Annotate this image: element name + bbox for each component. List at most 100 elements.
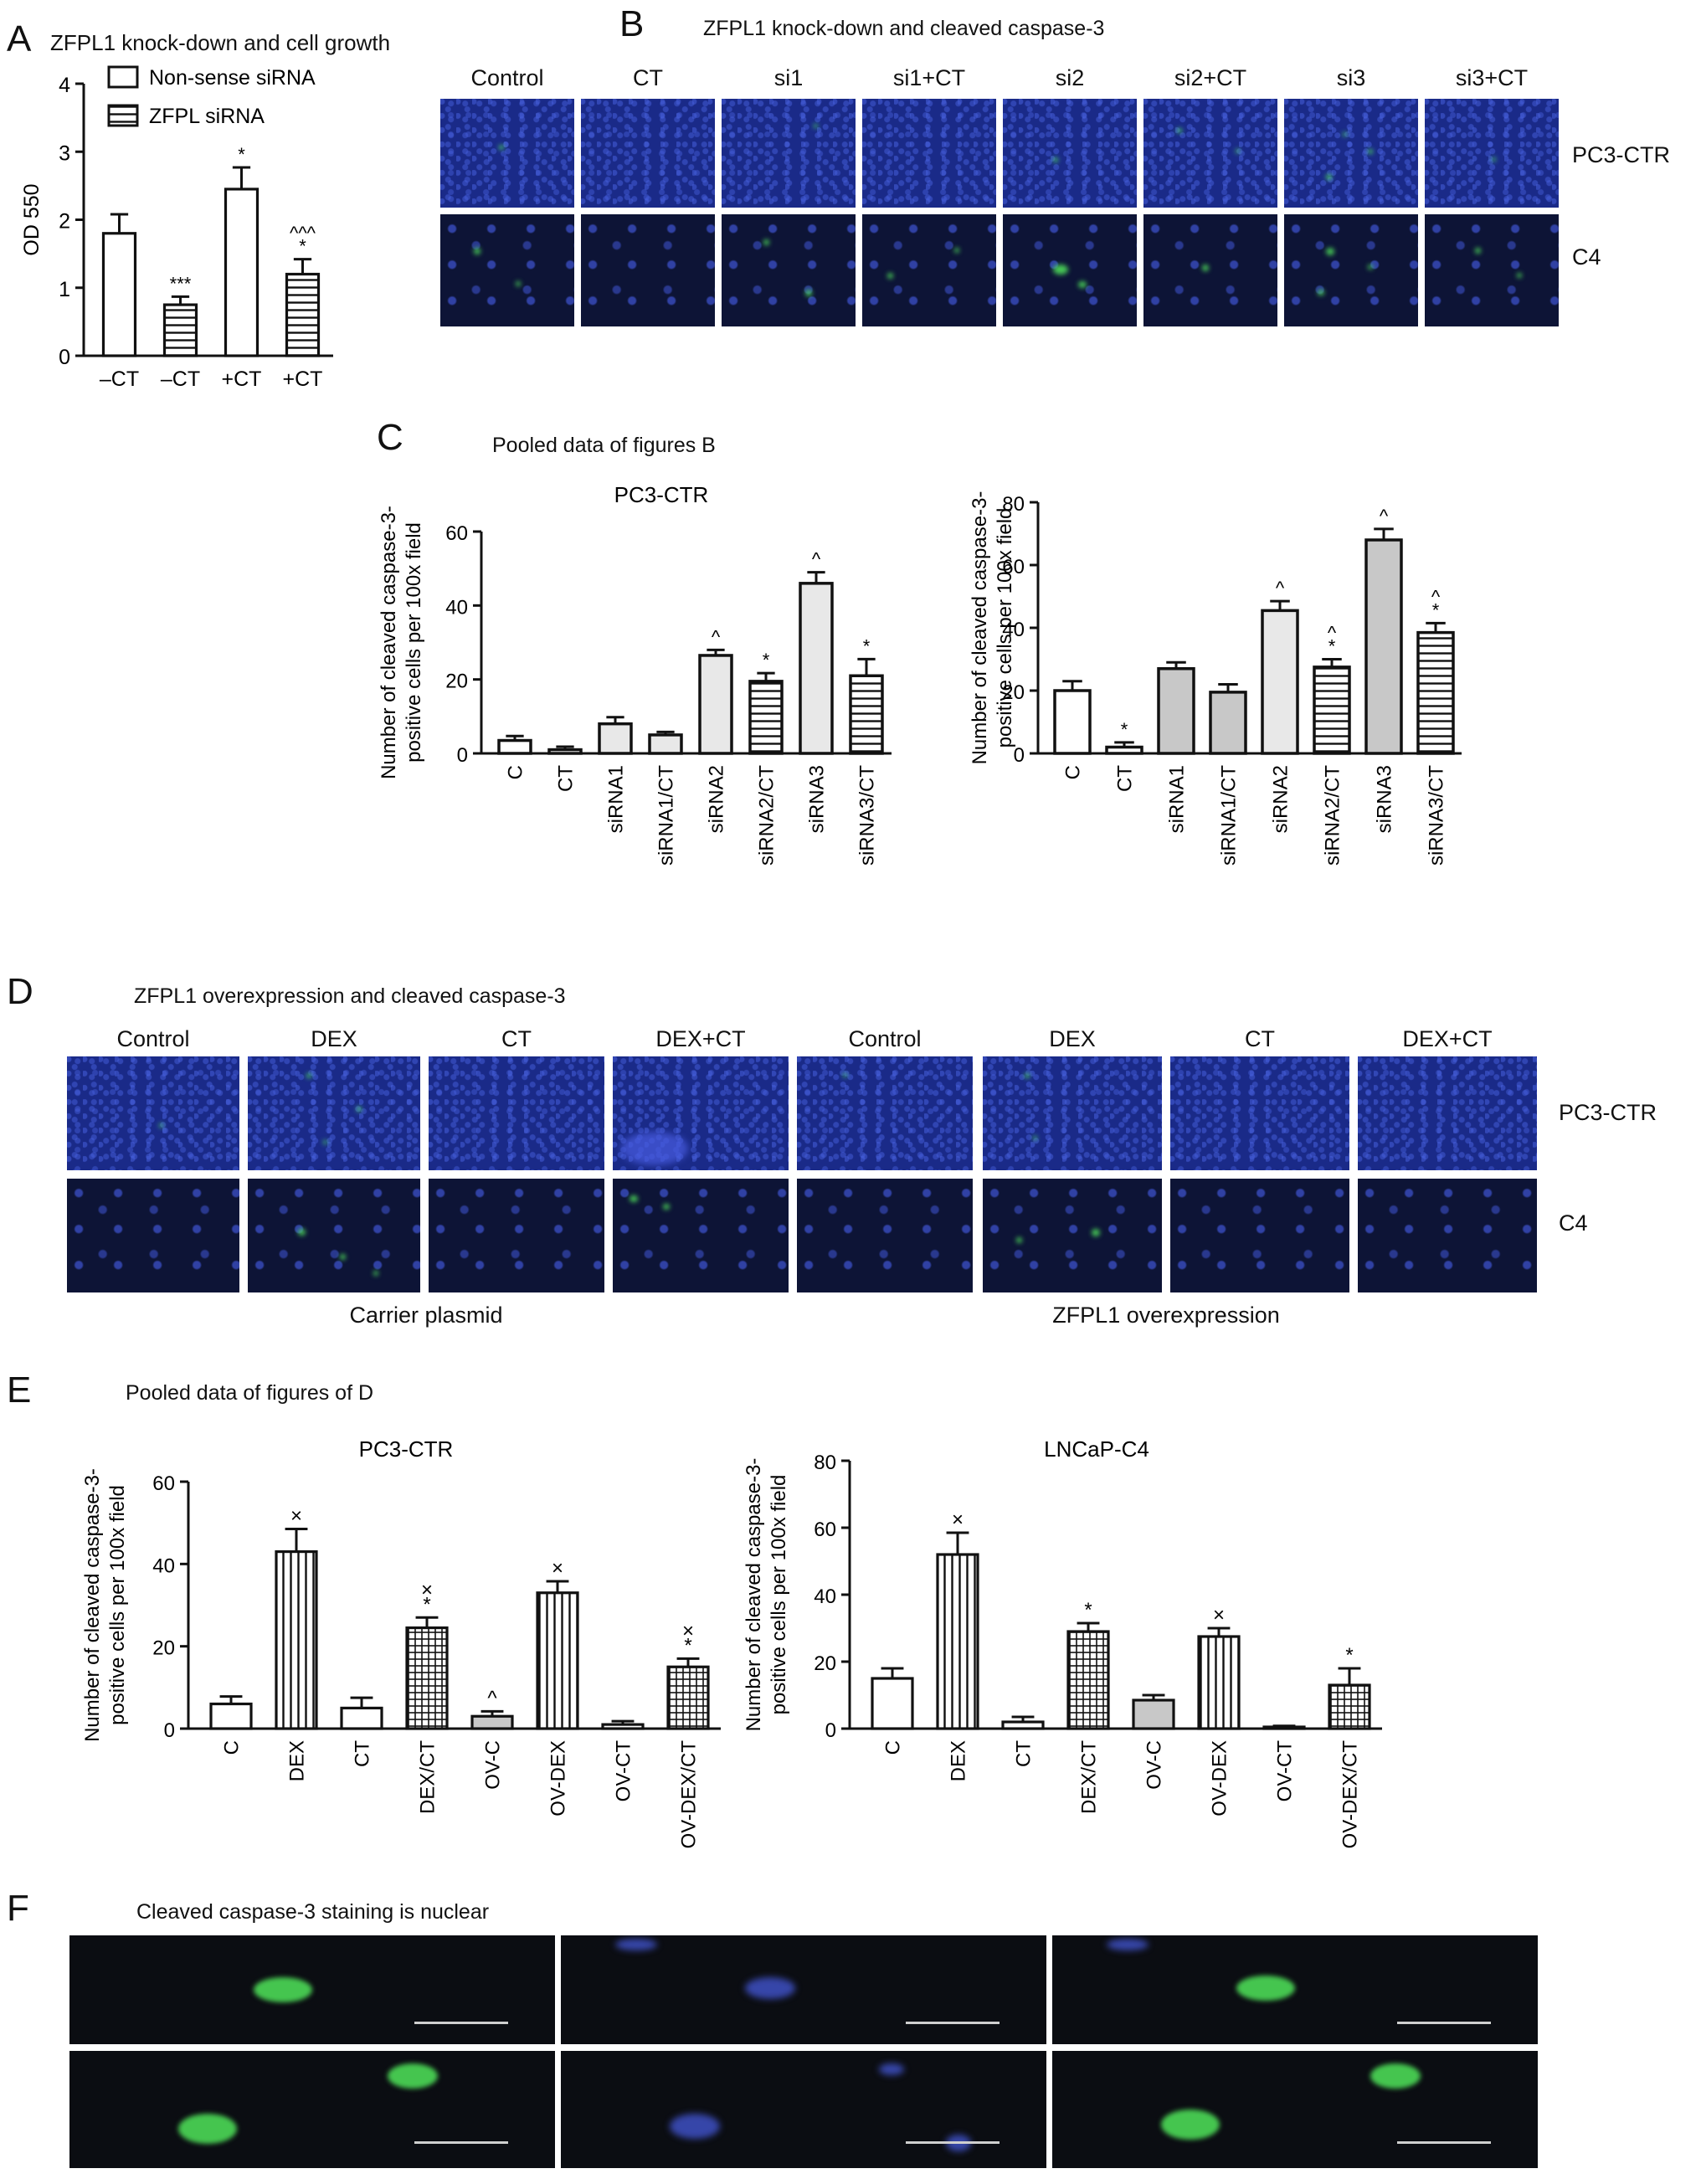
y-tick-label: 40	[814, 1585, 836, 1608]
micrograph	[983, 1056, 1162, 1170]
d-col-label: CT	[1245, 1026, 1275, 1051]
b-col-label: si2	[1055, 65, 1085, 90]
micrograph	[67, 1179, 239, 1292]
b-row-label: C4	[1572, 244, 1601, 270]
y-tick-label: 0	[457, 744, 468, 767]
bar	[1053, 689, 1092, 755]
category-label: CT	[1113, 765, 1136, 792]
significance-mark: *	[1121, 719, 1128, 740]
y-tick-label: 60	[445, 522, 468, 545]
b-col-label: si3+CT	[1455, 65, 1529, 90]
panel-title-c: Pooled data of figures B	[492, 434, 716, 457]
category-label: OV-C	[481, 1740, 504, 1790]
d-col-label: Control	[116, 1026, 190, 1051]
bar	[1066, 1630, 1110, 1730]
micrograph	[1425, 214, 1559, 326]
category-label: OV-CT	[1273, 1740, 1296, 1802]
bar	[1313, 665, 1351, 755]
significance-mark: *	[423, 1593, 430, 1616]
bar	[1001, 1720, 1045, 1730]
bar	[405, 1626, 449, 1730]
y-tick-label: 60	[1002, 556, 1025, 578]
scale-bar	[1397, 2141, 1491, 2144]
y-tick-label: 20	[1002, 681, 1025, 704]
micrograph	[983, 1179, 1162, 1292]
d-col-label: DEX	[1049, 1026, 1096, 1051]
category-label: –CT	[161, 367, 200, 391]
micrograph	[722, 214, 856, 326]
panel-label-b: B	[619, 3, 645, 44]
micrograph	[613, 1179, 789, 1292]
y-tick-label: 80	[1002, 493, 1025, 516]
y-tick-label: 20	[152, 1637, 175, 1660]
micrograph	[722, 99, 856, 208]
panel-title-b: ZFPL1 knock-down and cleaved caspase-3	[703, 17, 1105, 40]
significance-mark: ^	[1431, 587, 1441, 608]
panel-label-d: D	[7, 971, 33, 1012]
d-row-label: PC3-CTR	[1559, 1100, 1657, 1125]
y-tick-label: 20	[814, 1652, 836, 1675]
y-axis-label: positive cells per 100x field	[403, 522, 425, 763]
d-col-label: DEX+CT	[1402, 1026, 1493, 1051]
bar	[340, 1706, 383, 1730]
y-tick-label: 1	[59, 278, 70, 301]
bar	[1197, 1635, 1241, 1730]
d-group-label: Carrier plasmid	[349, 1303, 503, 1328]
significance-mark: ^	[487, 1687, 497, 1709]
micrograph	[248, 1179, 420, 1292]
y-tick-label: 0	[59, 346, 70, 369]
scale-bar	[414, 2022, 508, 2024]
y-axis-label: OD 550	[20, 183, 44, 255]
micrograph	[581, 214, 715, 326]
bar	[648, 733, 683, 755]
b-col-label: si1	[773, 65, 804, 90]
category-label: siRNA2/CT	[1321, 765, 1344, 866]
significance-mark: ^	[1380, 506, 1389, 527]
d-row-label: C4	[1559, 1210, 1588, 1236]
chart-e-left: 0 20 40 60 Number of cleaved caspase-3- posit…	[84, 1436, 721, 1848]
y-axis-label: Number of cleaved caspase-3-	[378, 506, 400, 779]
micrograph	[561, 2051, 1046, 2168]
micrograph	[1358, 1056, 1537, 1170]
panel-title-e: Pooled data of figures of D	[126, 1381, 374, 1405]
y-axis-label: Number of cleaved caspase-3-	[745, 1458, 765, 1732]
bar	[1209, 691, 1247, 755]
micrograph	[1425, 99, 1559, 208]
micrograph	[429, 1056, 604, 1170]
category-label: siRNA1	[604, 765, 627, 833]
category-label: DEX	[285, 1740, 308, 1781]
micrograph	[1143, 214, 1277, 326]
category-label: siRNA3	[1373, 765, 1395, 833]
micrograph	[1052, 2051, 1538, 2168]
bar	[1105, 745, 1143, 755]
bar	[698, 654, 733, 755]
significance-mark: ^	[812, 549, 821, 570]
significance-mark: ^	[1328, 623, 1337, 644]
bar	[497, 738, 532, 755]
panel-title-a: ZFPL1 knock-down and cell growth	[50, 30, 391, 55]
category-label: siRNA3/CT	[1425, 765, 1447, 866]
bar	[1261, 609, 1299, 755]
y-tick-label: 40	[152, 1554, 175, 1577]
y-tick-label: 0	[825, 1719, 836, 1742]
significance-mark: ***	[170, 273, 192, 294]
scale-bar	[414, 2141, 508, 2144]
micrograph	[561, 1935, 1046, 2044]
category-label: DEX/CT	[1077, 1740, 1100, 1814]
micrograph	[67, 1056, 239, 1170]
significance-mark: *	[684, 1634, 691, 1657]
significance-mark: *	[863, 635, 871, 656]
bar	[1132, 1698, 1175, 1730]
panel-label-c: C	[377, 417, 403, 458]
micrograph	[613, 1056, 789, 1170]
category-label: CT	[351, 1740, 373, 1767]
bar	[1262, 1725, 1306, 1730]
chart-title: LNCaP-C4	[1044, 1436, 1149, 1462]
bar	[748, 680, 784, 755]
bar	[536, 1591, 579, 1730]
micrograph	[69, 2051, 555, 2168]
significance-mark: *	[1432, 599, 1440, 620]
category-label: DEX/CT	[416, 1740, 439, 1814]
category-label: OV-C	[1143, 1740, 1165, 1790]
micrograph	[440, 214, 574, 326]
